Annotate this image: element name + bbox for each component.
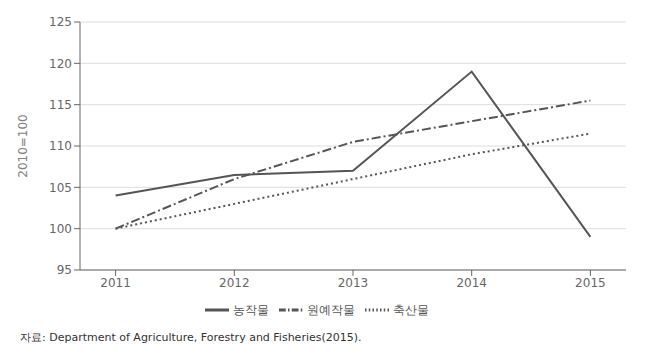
- svg-text:95: 95: [57, 263, 72, 277]
- svg-text:110: 110: [49, 139, 72, 153]
- svg-text:115: 115: [49, 98, 72, 112]
- html-text:농작물: 농작물: [233, 302, 269, 317]
- svg-text:2012: 2012: [219, 276, 250, 290]
- svg-text:2014: 2014: [456, 276, 487, 290]
- html-text:축산물: 축산물: [393, 302, 429, 317]
- svg-text:2011: 2011: [100, 276, 131, 290]
- svg-text:100: 100: [49, 222, 72, 236]
- svg-text:2013: 2013: [338, 276, 369, 290]
- svg-text:105: 105: [49, 181, 72, 195]
- svg-text:125: 125: [49, 15, 72, 29]
- html-text:원예작물: 원예작물: [307, 302, 355, 317]
- html-text:자료: Department of Agriculture,: 자료: Department of Agriculture, Forestry …: [20, 331, 362, 344]
- svg-text:120: 120: [49, 57, 72, 71]
- svg-text:2010=100: 2010=100: [16, 114, 30, 178]
- svg-text:2015: 2015: [575, 276, 606, 290]
